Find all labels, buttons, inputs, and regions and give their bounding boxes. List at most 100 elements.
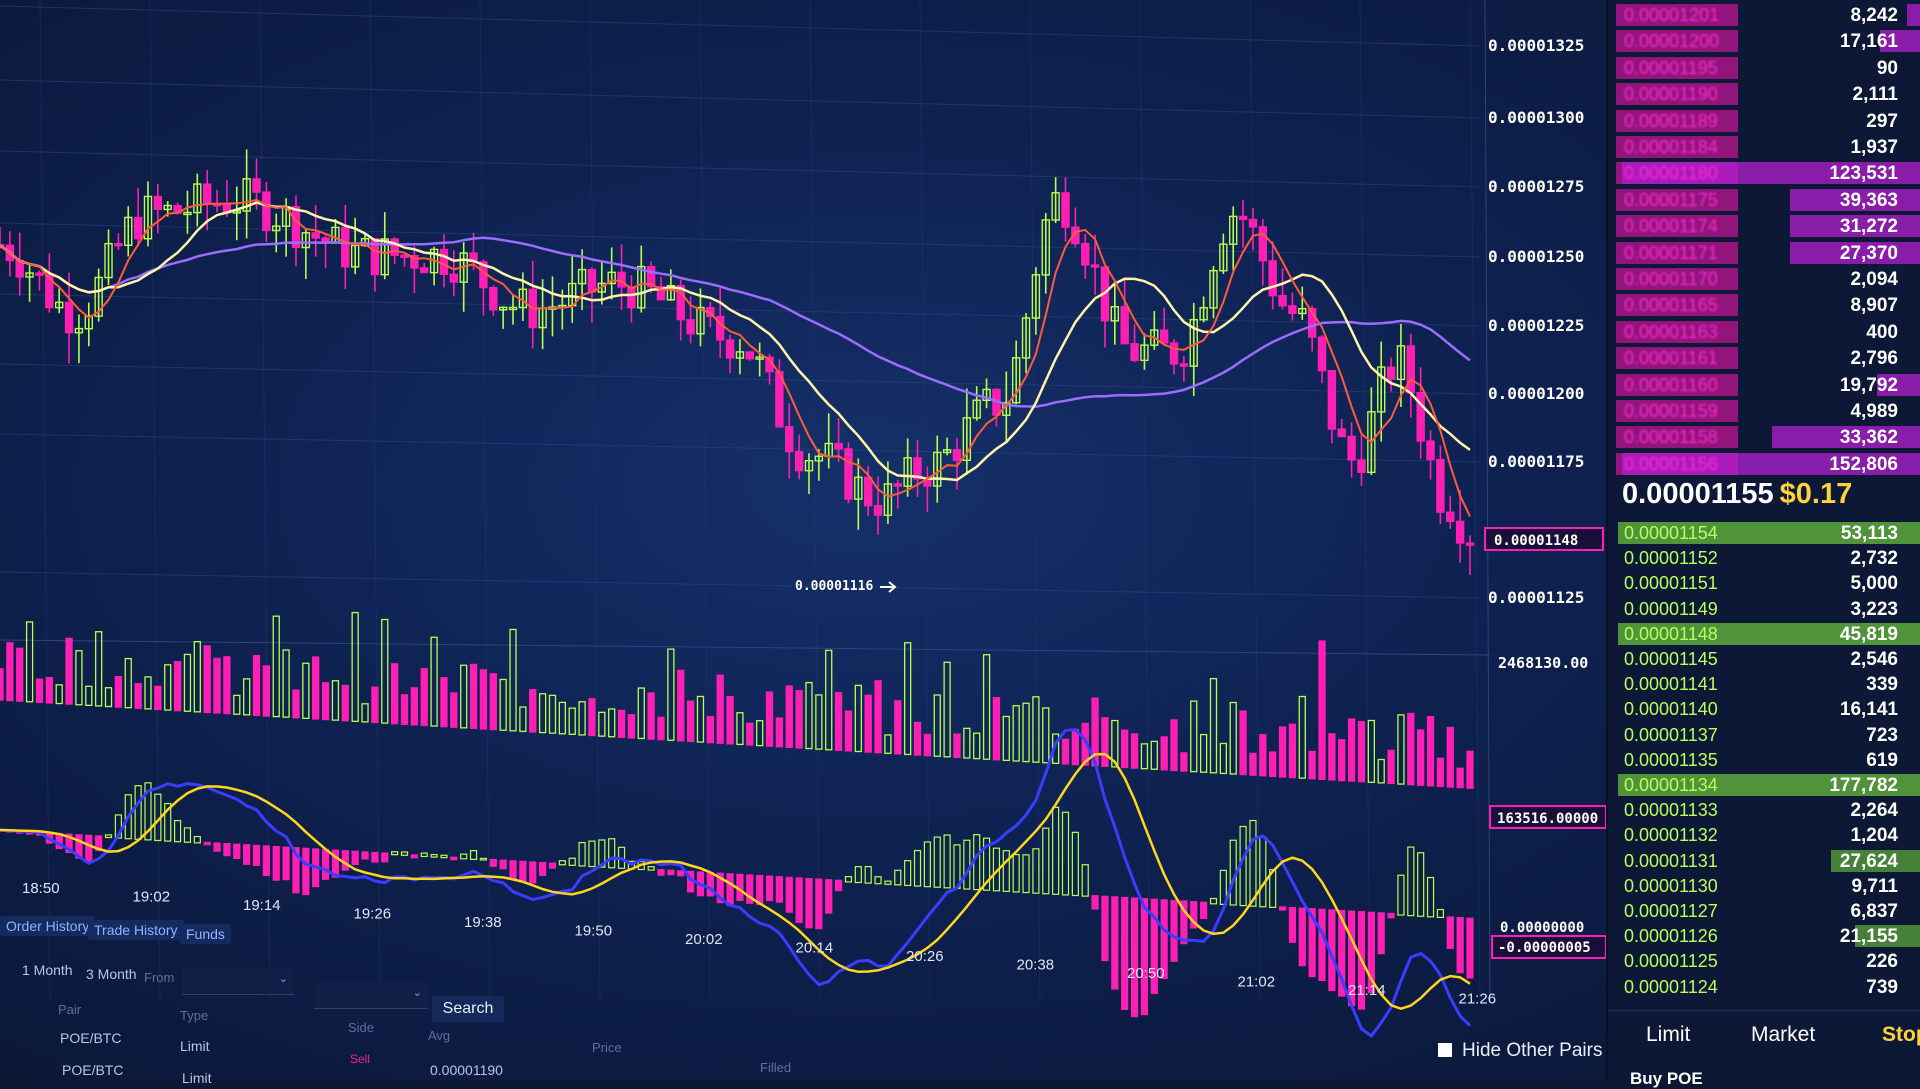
volume-bar	[25, 621, 34, 703]
candle-body	[686, 319, 695, 335]
ask-row[interactable]: 0.00001160 19,792	[1608, 372, 1920, 398]
ask-row[interactable]: 0.00001195 90	[1608, 55, 1920, 81]
ask-depth-bar	[1616, 347, 1738, 370]
bid-row[interactable]: 0.00001124 739	[1608, 974, 1920, 1000]
ask-volume-bar	[1790, 188, 1920, 211]
tab-stop[interactable]: Stop	[1882, 1023, 1920, 1046]
time-tick-label: 20:26	[906, 948, 944, 965]
ask-row[interactable]: 0.00001200 17,161	[1608, 28, 1920, 54]
candle-body	[1367, 411, 1376, 474]
time-gridline	[259, 0, 271, 1001]
row-pair: POE/BTC	[60, 1030, 122, 1046]
price-chart-area[interactable]: 0.00001325 0.00001300 0.00001275 0.00001250…	[0, 0, 1606, 1080]
macd-histogram-bar	[963, 839, 971, 890]
ask-amount: 39,363	[1839, 189, 1898, 211]
volume-bar	[726, 695, 734, 745]
bid-row[interactable]: 0.00001154 53,113	[1608, 520, 1920, 546]
volume-bar	[588, 698, 596, 737]
bid-row[interactable]: 0.00001145 2,546	[1608, 646, 1920, 672]
hide-other-pairs-toggle[interactable]: Hide Other Pairs	[1438, 1040, 1602, 1062]
bid-row[interactable]: 0.00001148 45,819	[1608, 621, 1920, 647]
bid-row[interactable]: 0.00001141 339	[1608, 671, 1920, 697]
ask-row[interactable]: 0.00001163 400	[1608, 319, 1920, 345]
volume-bar	[1367, 719, 1375, 783]
range-3-month[interactable]: 3 Month	[86, 966, 137, 982]
volume-bar	[854, 684, 862, 753]
candle-body	[1041, 219, 1050, 276]
macd-histogram-bar	[1426, 876, 1435, 918]
to-date-select[interactable]: ⌄	[314, 982, 428, 1009]
ask-row[interactable]: 0.00001190 2,111	[1608, 81, 1920, 107]
bid-row[interactable]: 0.00001133 2,264	[1608, 797, 1920, 823]
macd-histogram-bar	[726, 873, 734, 907]
time-tick-label: 21:26	[1459, 991, 1497, 1008]
macd-histogram-bar	[568, 857, 576, 866]
bid-row[interactable]: 0.00001130 9,711	[1608, 873, 1920, 899]
candle-body	[893, 483, 902, 487]
ask-price: 0.00001160	[1624, 374, 1718, 395]
volume-bar	[1032, 696, 1040, 763]
ask-row[interactable]: 0.00001184 1,937	[1608, 134, 1920, 160]
bid-amount: 3,223	[1850, 598, 1898, 620]
candle-body	[1446, 511, 1455, 522]
bid-row[interactable]: 0.00001140 16,141	[1608, 696, 1920, 722]
bid-row[interactable]: 0.00001152 2,732	[1608, 545, 1920, 571]
bid-row[interactable]: 0.00001126 21,155	[1608, 923, 1920, 949]
candle-body	[291, 206, 301, 249]
bid-row[interactable]: 0.00001151 5,000	[1608, 570, 1920, 596]
candle-body	[202, 183, 212, 205]
bid-row[interactable]: 0.00001127 6,837	[1608, 898, 1920, 924]
candle-body	[794, 450, 804, 472]
bid-row[interactable]: 0.00001149 3,223	[1608, 596, 1920, 622]
candle-body	[1337, 428, 1346, 438]
ask-row[interactable]: 0.00001175 39,363	[1608, 187, 1920, 213]
candle-body	[1317, 336, 1327, 372]
candlestick-chart[interactable]: 0.00001325 0.00001300 0.00001275 0.00001250…	[0, 0, 1606, 1080]
from-date-select[interactable]: ⌄	[182, 968, 294, 995]
bid-row[interactable]: 0.00001125 226	[1608, 948, 1920, 974]
tab-limit[interactable]: Limit	[1646, 1023, 1691, 1046]
volume-bar	[1298, 695, 1306, 779]
ask-row[interactable]: 0.00001171 27,370	[1608, 240, 1920, 266]
bid-row[interactable]: 0.00001135 619	[1608, 747, 1920, 773]
search-button[interactable]: Search	[432, 996, 504, 1022]
ask-row[interactable]: 0.00001158 33,362	[1608, 424, 1920, 450]
ask-depth-bar	[1616, 373, 1738, 396]
checkbox[interactable]	[1438, 1043, 1452, 1057]
bid-row[interactable]: 0.00001137 723	[1608, 722, 1920, 748]
bid-row[interactable]: 0.00001132 1,204	[1608, 822, 1920, 848]
ask-volume-bar	[1622, 452, 1920, 475]
time-tick-label: 19:38	[464, 914, 502, 931]
volume-bar	[756, 720, 764, 747]
bid-row[interactable]: 0.00001134 177,782	[1608, 772, 1920, 798]
candle-body	[745, 351, 754, 360]
tab-trade-history[interactable]: Trade History	[88, 920, 184, 940]
col-filled: Filled	[760, 1060, 792, 1075]
volume-bar	[657, 716, 665, 741]
range-1-month[interactable]: 1 Month	[22, 962, 73, 978]
volume-bar	[795, 690, 803, 749]
macd-histogram-bar	[923, 841, 931, 888]
bid-row[interactable]: 0.00001131 27,624	[1608, 848, 1920, 874]
ask-row[interactable]: 0.00001161 2,796	[1608, 345, 1920, 371]
ask-row[interactable]: 0.00001159 4,989	[1608, 398, 1920, 424]
ask-row[interactable]: 0.00001156 152,806	[1608, 451, 1920, 477]
ask-row[interactable]: 0.00001189 297	[1608, 108, 1920, 134]
candle-body	[252, 178, 261, 193]
candle-body	[1120, 306, 1129, 345]
tab-funds[interactable]: Funds	[180, 924, 231, 944]
ask-row[interactable]: 0.00001165 8,907	[1608, 292, 1920, 318]
ask-row[interactable]: 0.00001201 8,242	[1608, 2, 1920, 28]
axis-separator	[1484, 0, 1491, 1001]
volume-bar	[706, 715, 714, 744]
ask-row[interactable]: 0.00001170 2,094	[1608, 266, 1920, 292]
macd-histogram-bar	[460, 853, 468, 860]
tab-order-history[interactable]: Order History	[0, 916, 96, 936]
macd-histogram-bar	[1377, 912, 1385, 955]
volume-bar	[6, 642, 14, 702]
tab-market[interactable]: Market	[1751, 1023, 1816, 1046]
macd-histogram-bar	[894, 869, 902, 886]
ask-row[interactable]: 0.00001180 123,531	[1608, 160, 1920, 186]
ask-row[interactable]: 0.00001174 31,272	[1608, 213, 1920, 239]
bid-volume-bar	[1618, 774, 1920, 796]
